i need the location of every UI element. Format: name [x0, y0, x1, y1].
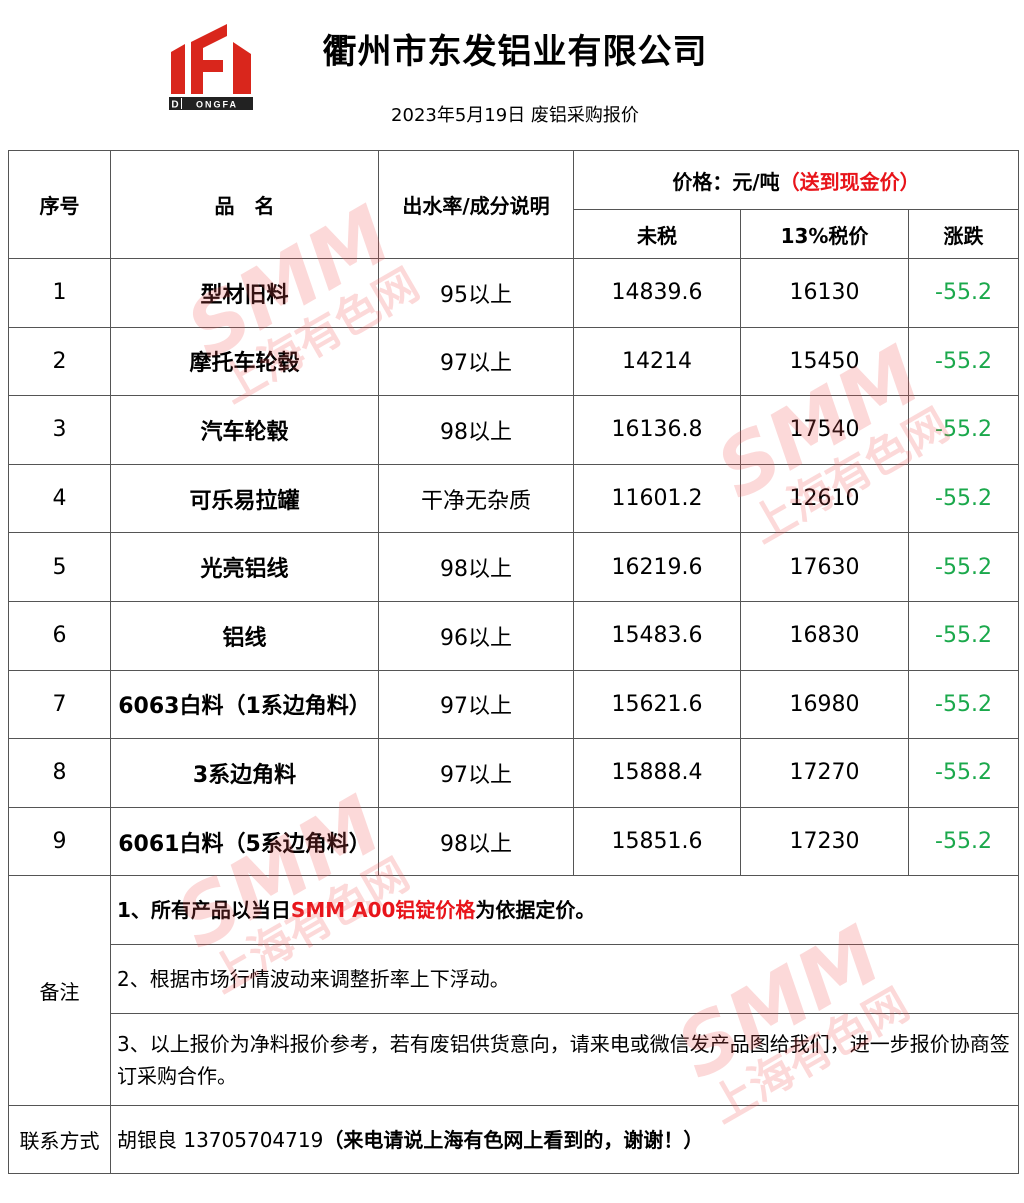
- cell-desc: 干净无杂质: [378, 463, 574, 534]
- cell-tax: 12610: [740, 463, 909, 534]
- cell-change: -55.2: [907, 326, 1020, 397]
- contact-label: 联系方式: [8, 1105, 111, 1175]
- note-1-c: 为依据定价。: [475, 898, 596, 923]
- header-desc: 出水率/成分说明: [378, 150, 574, 259]
- notes-label: 备注: [8, 875, 111, 1107]
- table-row: 6 铝线 96以上 15483.6 16830 -55.2: [8, 600, 1020, 671]
- header-seq: 序号: [8, 150, 111, 259]
- cell-tax: 16130: [740, 258, 909, 328]
- header-name: 品 名: [110, 150, 379, 259]
- note-3: 3、以上报价为净料报价参考，若有废铝供货意向，请来电或微信发产品图给我们，进一步…: [109, 1013, 1020, 1107]
- cell-seq: 7: [8, 669, 111, 740]
- report-subtitle: 2023年5月19日 废铝采购报价: [391, 105, 639, 126]
- cell-change: -55.2: [907, 395, 1020, 465]
- table-row: 7 6063白料（1系边角料） 97以上 15621.6 16980 -55.2: [8, 669, 1020, 740]
- cell-tax: 16980: [740, 669, 909, 740]
- cell-desc: 97以上: [378, 326, 574, 397]
- cell-tax: 17230: [740, 806, 909, 877]
- price-table: 序号 品 名 出水率/成分说明 价格：元/吨（送到现金价） 未税 13%税价 涨…: [8, 150, 1020, 1175]
- table-row: 2 摩托车轮毂 97以上 14214 15450 -55.2: [8, 326, 1020, 397]
- dongfa-logo: D ONGFA: [169, 24, 253, 111]
- cell-pretax: 16136.8: [573, 395, 741, 465]
- cell-pretax: 11601.2: [573, 463, 741, 534]
- cell-seq: 6: [8, 600, 111, 671]
- table-row: 5 光亮铝线 98以上 16219.6 17630 -55.2: [8, 532, 1020, 602]
- cell-name: 铝线: [110, 600, 379, 671]
- cell-change: -55.2: [907, 600, 1020, 671]
- header-price: 价格：元/吨（送到现金价）: [572, 150, 1020, 210]
- note-1: 1、所有产品以当日SMM A00铝锭价格为依据定价。: [109, 875, 1020, 946]
- cell-change: -55.2: [907, 532, 1020, 602]
- header-change: 涨跌: [907, 209, 1020, 259]
- cell-desc: 97以上: [378, 738, 574, 808]
- cell-pretax: 14214: [573, 326, 741, 397]
- cell-desc: 96以上: [378, 600, 574, 671]
- cell-pretax: 15851.6: [573, 806, 741, 877]
- svg-text:ONGFA: ONGFA: [196, 100, 238, 110]
- cell-name: 可乐易拉罐: [110, 463, 379, 534]
- note-1-highlight: SMM A00铝锭价格: [290, 898, 476, 923]
- cell-desc: 98以上: [378, 806, 574, 877]
- table-row: 9 6061白料（5系边角料） 98以上 15851.6 17230 -55.2: [8, 806, 1020, 877]
- table-row: 3 汽车轮毂 98以上 16136.8 17540 -55.2: [8, 395, 1020, 465]
- cell-seq: 5: [8, 532, 111, 602]
- cell-name: 汽车轮毂: [110, 395, 379, 465]
- cell-desc: 97以上: [378, 669, 574, 740]
- company-title: 衢州市东发铝业有限公司: [322, 32, 708, 72]
- cell-name: 光亮铝线: [110, 532, 379, 602]
- cell-tax: 16830: [740, 600, 909, 671]
- cell-name: 型材旧料: [110, 258, 379, 328]
- cell-change: -55.2: [907, 258, 1020, 328]
- table-row: 8 3系边角料 97以上 15888.4 17270 -55.2: [8, 738, 1020, 808]
- cell-name: 6061白料（5系边角料）: [110, 806, 379, 877]
- cell-name: 6063白料（1系边角料）: [110, 669, 379, 740]
- cell-seq: 2: [8, 326, 111, 397]
- table-row: 4 可乐易拉罐 干净无杂质 11601.2 12610 -55.2: [8, 463, 1020, 534]
- cell-seq: 1: [8, 258, 111, 328]
- cell-tax: 17630: [740, 532, 909, 602]
- contact-remark: （来电请说上海有色网上看到的，谢谢！）: [323, 1127, 704, 1152]
- cell-pretax: 15483.6: [573, 600, 741, 671]
- cell-seq: 9: [8, 806, 111, 877]
- cell-name: 3系边角料: [110, 738, 379, 808]
- cell-tax: 17270: [740, 738, 909, 808]
- header-tax: 13%税价: [740, 209, 909, 259]
- cell-change: -55.2: [907, 738, 1020, 808]
- cell-seq: 4: [8, 463, 111, 534]
- cell-change: -55.2: [907, 669, 1020, 740]
- price-label: 价格：元/吨: [672, 169, 780, 194]
- cell-tax: 15450: [740, 326, 909, 397]
- cell-name: 摩托车轮毂: [110, 326, 379, 397]
- cell-change: -55.2: [907, 463, 1020, 534]
- cell-pretax: 14839.6: [573, 258, 741, 328]
- cell-tax: 17540: [740, 395, 909, 465]
- note-2: 2、根据市场行情波动来调整折率上下浮动。: [109, 944, 1020, 1015]
- cell-seq: 3: [8, 395, 111, 465]
- note-1-a: 1、所有产品以当日: [117, 898, 291, 923]
- cell-desc: 95以上: [378, 258, 574, 328]
- cell-desc: 98以上: [378, 532, 574, 602]
- contact-info: 胡银良 13705704719（来电请说上海有色网上看到的，谢谢！）: [109, 1105, 1020, 1175]
- cell-seq: 8: [8, 738, 111, 808]
- header-pretax: 未税: [573, 209, 741, 259]
- cell-pretax: 15621.6: [573, 669, 741, 740]
- cell-change: -55.2: [907, 806, 1020, 877]
- svg-text:D: D: [171, 100, 178, 111]
- price-note: （送到现金价）: [779, 169, 920, 194]
- cell-pretax: 15888.4: [573, 738, 741, 808]
- table-row: 1 型材旧料 95以上 14839.6 16130 -55.2: [8, 258, 1020, 328]
- cell-desc: 98以上: [378, 395, 574, 465]
- cell-pretax: 16219.6: [573, 532, 741, 602]
- contact-name-phone: 胡银良 13705704719: [117, 1127, 324, 1152]
